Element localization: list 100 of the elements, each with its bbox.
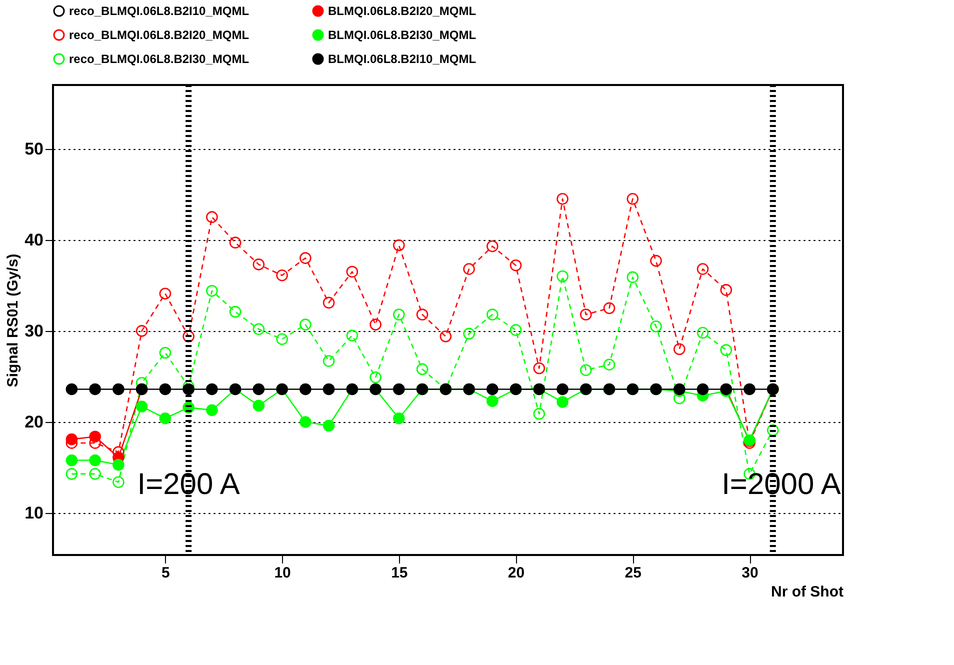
point bbox=[112, 476, 124, 488]
point bbox=[463, 328, 475, 340]
y-tick-label: 50 bbox=[24, 139, 44, 158]
point bbox=[112, 383, 124, 396]
point bbox=[229, 306, 242, 318]
point bbox=[322, 355, 335, 367]
point bbox=[533, 362, 546, 374]
x-tick-label: 10 bbox=[274, 564, 291, 582]
point bbox=[626, 192, 639, 205]
point bbox=[720, 284, 732, 296]
point bbox=[370, 318, 382, 330]
point bbox=[650, 320, 662, 332]
point bbox=[393, 383, 405, 396]
point bbox=[206, 404, 218, 416]
point bbox=[89, 454, 101, 466]
point bbox=[66, 383, 78, 396]
point bbox=[300, 416, 312, 428]
point bbox=[322, 420, 335, 432]
point bbox=[580, 308, 592, 320]
point bbox=[393, 239, 405, 252]
point bbox=[580, 364, 592, 376]
point bbox=[159, 412, 172, 424]
y-tick-label: 40 bbox=[24, 230, 44, 250]
point bbox=[696, 383, 709, 396]
point bbox=[440, 330, 452, 342]
point bbox=[510, 324, 522, 336]
point bbox=[252, 383, 265, 396]
point bbox=[603, 302, 616, 314]
point bbox=[556, 383, 568, 396]
point bbox=[650, 254, 662, 267]
point bbox=[182, 330, 194, 342]
y-tick-label: 10 bbox=[24, 504, 44, 523]
point bbox=[89, 468, 101, 480]
point bbox=[744, 383, 756, 396]
point bbox=[416, 308, 428, 320]
legend-label: reco_BLMQI.06L8.B2I30_MQML bbox=[69, 52, 250, 66]
legend-label: BLMQI.06L8.B2I10_MQML bbox=[328, 52, 476, 66]
point bbox=[300, 383, 312, 396]
point bbox=[486, 240, 498, 252]
legend-label: BLMQI.06L8.B2I30_MQML bbox=[328, 28, 476, 42]
point bbox=[66, 454, 78, 466]
point bbox=[603, 358, 616, 371]
point bbox=[276, 269, 288, 282]
point bbox=[393, 412, 405, 424]
point bbox=[206, 383, 218, 396]
point bbox=[159, 383, 172, 396]
point bbox=[346, 330, 358, 342]
point bbox=[486, 395, 498, 407]
point bbox=[696, 263, 709, 275]
point bbox=[393, 308, 405, 320]
x-axis-title: Nr of Shot bbox=[771, 584, 844, 600]
point bbox=[252, 323, 265, 335]
point bbox=[370, 372, 382, 384]
legend-label: BLMQI.06L8.B2I20_MQML bbox=[328, 4, 476, 18]
point bbox=[510, 259, 522, 272]
point bbox=[206, 284, 218, 297]
point bbox=[136, 325, 148, 337]
point bbox=[533, 408, 546, 420]
point bbox=[252, 258, 265, 270]
point bbox=[696, 326, 709, 339]
point bbox=[322, 383, 335, 396]
point bbox=[673, 343, 686, 356]
x-tick-label: 15 bbox=[391, 564, 408, 582]
point bbox=[300, 252, 312, 264]
y-tick-label: 20 bbox=[24, 412, 44, 432]
point bbox=[300, 318, 312, 330]
point bbox=[720, 344, 732, 356]
x-tick-label: 20 bbox=[508, 564, 525, 582]
point bbox=[486, 383, 498, 396]
point bbox=[276, 333, 288, 346]
point bbox=[66, 433, 78, 446]
x-tick-label: 5 bbox=[162, 564, 170, 582]
annotation: I=200 A bbox=[137, 468, 240, 501]
point bbox=[556, 270, 568, 282]
point bbox=[112, 458, 124, 471]
point bbox=[89, 430, 101, 442]
legend-label: reco_BLMQI.06L8.B2I10_MQML bbox=[69, 4, 250, 18]
point bbox=[556, 396, 568, 408]
point bbox=[89, 383, 101, 396]
y-axis-title: Signal RS01 (Gy/s) bbox=[4, 254, 22, 388]
point bbox=[463, 263, 475, 275]
point bbox=[556, 192, 568, 205]
point bbox=[229, 236, 242, 248]
annotation: I=2000 A bbox=[722, 468, 841, 501]
point bbox=[766, 424, 779, 436]
point bbox=[159, 346, 172, 359]
point bbox=[252, 400, 265, 412]
x-tick-label: 30 bbox=[742, 564, 758, 582]
point bbox=[322, 296, 335, 309]
point bbox=[346, 266, 358, 278]
legend-label: reco_BLMQI.06L8.B2I20_MQML bbox=[69, 28, 250, 42]
point bbox=[416, 363, 428, 376]
y-tick-label: 30 bbox=[24, 321, 44, 340]
point bbox=[626, 271, 639, 284]
point bbox=[486, 308, 498, 320]
point bbox=[206, 211, 218, 223]
x-tick-label: 25 bbox=[624, 564, 642, 582]
point bbox=[66, 468, 78, 480]
point bbox=[136, 400, 148, 412]
point bbox=[159, 288, 172, 300]
